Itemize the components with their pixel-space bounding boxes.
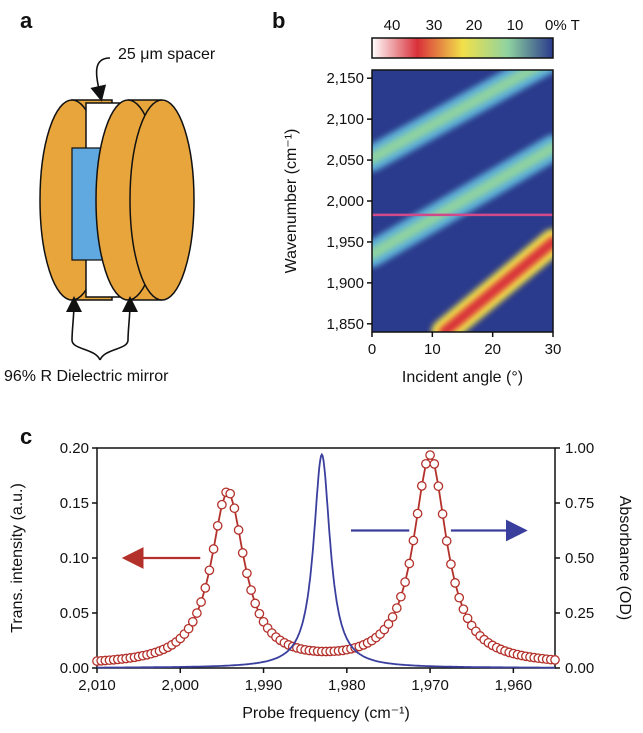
band-1-core xyxy=(372,70,543,164)
colorbar-tick-label: 0% T xyxy=(545,17,580,34)
y-tick-label-left: 0.00 xyxy=(60,660,89,677)
data-point xyxy=(242,568,252,579)
panel-label-a: a xyxy=(20,8,33,33)
data-point xyxy=(192,608,202,618)
data-point xyxy=(433,481,444,492)
panel-label-c: c xyxy=(20,424,33,449)
data-point xyxy=(246,585,256,595)
x-tick-label: 30 xyxy=(545,341,562,358)
series-line-absorbance xyxy=(97,452,555,669)
y-tick-label-right: 0.25 xyxy=(565,605,594,622)
x-tick-label: 2,000 xyxy=(161,677,199,694)
x-tick-label: 1,990 xyxy=(245,677,283,694)
data-point xyxy=(387,612,398,622)
data-point xyxy=(217,499,227,510)
data-point xyxy=(200,583,211,593)
data-point xyxy=(233,525,244,535)
colorbar-tick-label: 20 xyxy=(466,17,483,34)
y-tick-label-right: 0.50 xyxy=(565,550,594,567)
data-point xyxy=(429,459,440,469)
data-point xyxy=(454,592,465,603)
data-point xyxy=(396,591,406,602)
colorbar-tick-label: 30 xyxy=(426,17,443,34)
data-point xyxy=(183,623,194,634)
x-tick-label: 10 xyxy=(424,341,441,358)
data-point xyxy=(437,509,448,519)
transmission-markers xyxy=(92,450,560,666)
x-tick-label: 2,010 xyxy=(78,677,116,694)
panel-label-b: b xyxy=(272,8,286,33)
y-tick-label-left: 0.15 xyxy=(60,495,89,512)
data-point xyxy=(404,558,415,569)
data-point xyxy=(441,536,452,546)
data-point xyxy=(187,616,198,627)
mirror-right-front xyxy=(129,99,195,301)
data-point xyxy=(450,578,460,588)
data-point xyxy=(421,458,431,469)
data-point xyxy=(412,508,423,519)
data-point xyxy=(212,520,223,531)
y-axis-title: Wavenumber (cm⁻¹) xyxy=(283,129,300,274)
x-tick-label: 20 xyxy=(484,341,501,358)
y-tick-label: 1,900 xyxy=(326,275,364,292)
y-axis-title-right: Absorbance (OD) xyxy=(616,496,633,621)
data-point xyxy=(416,481,427,491)
data-point xyxy=(204,565,215,576)
data-point xyxy=(446,559,456,570)
data-point xyxy=(229,503,240,514)
x-axis-title: Probe frequency (cm⁻¹) xyxy=(242,705,410,722)
band-2-core xyxy=(372,142,553,260)
x-axis-title: Incident angle (°) xyxy=(402,369,523,386)
colorbar-tick-label: 40 xyxy=(384,17,401,34)
y-tick-label-left: 0.10 xyxy=(60,550,89,567)
data-point xyxy=(225,488,236,499)
y-tick-label: 1,950 xyxy=(326,234,364,251)
x-tick-label: 1,980 xyxy=(328,677,366,694)
spacer-arrow xyxy=(90,57,111,102)
y-tick-label: 1,850 xyxy=(326,316,364,333)
spacer-label: 25 μm spacer xyxy=(118,46,216,63)
data-point xyxy=(254,608,265,619)
y-tick-label-right: 0.00 xyxy=(565,660,594,677)
data-point xyxy=(196,597,206,607)
colorbar-tick-label: 10 xyxy=(507,17,524,34)
y-tick-label: 2,150 xyxy=(326,70,364,87)
x-tick-label: 1,960 xyxy=(495,677,533,694)
y-tick-label: 2,100 xyxy=(326,111,364,128)
data-point xyxy=(208,544,219,554)
data-point xyxy=(391,603,402,613)
y-tick-label-right: 0.75 xyxy=(565,495,594,512)
data-point xyxy=(408,535,419,546)
y-tick-label: 2,050 xyxy=(326,152,364,169)
x-tick-label: 0 xyxy=(368,341,376,358)
x-tick-label: 1,970 xyxy=(411,677,449,694)
data-point xyxy=(250,598,261,609)
data-point xyxy=(425,450,435,460)
colorbar xyxy=(371,37,554,59)
y-tick-label: 2,000 xyxy=(326,193,364,210)
mirror-brace xyxy=(71,303,131,361)
y-axis-title-left: Trans. intensity (a.u.) xyxy=(9,483,26,633)
y-tick-label-left: 0.20 xyxy=(60,440,89,457)
mirror-label: 96% R Dielectric mirror xyxy=(4,368,169,385)
heatmap-bands xyxy=(372,70,553,332)
data-point xyxy=(462,613,473,624)
data-point xyxy=(383,619,394,629)
y-tick-label-left: 0.05 xyxy=(60,605,89,622)
data-point xyxy=(550,655,560,665)
data-point xyxy=(458,604,469,615)
data-point xyxy=(237,548,248,558)
data-point xyxy=(400,577,410,587)
band-3-core xyxy=(438,236,553,332)
y-tick-label-right: 1.00 xyxy=(565,440,594,457)
